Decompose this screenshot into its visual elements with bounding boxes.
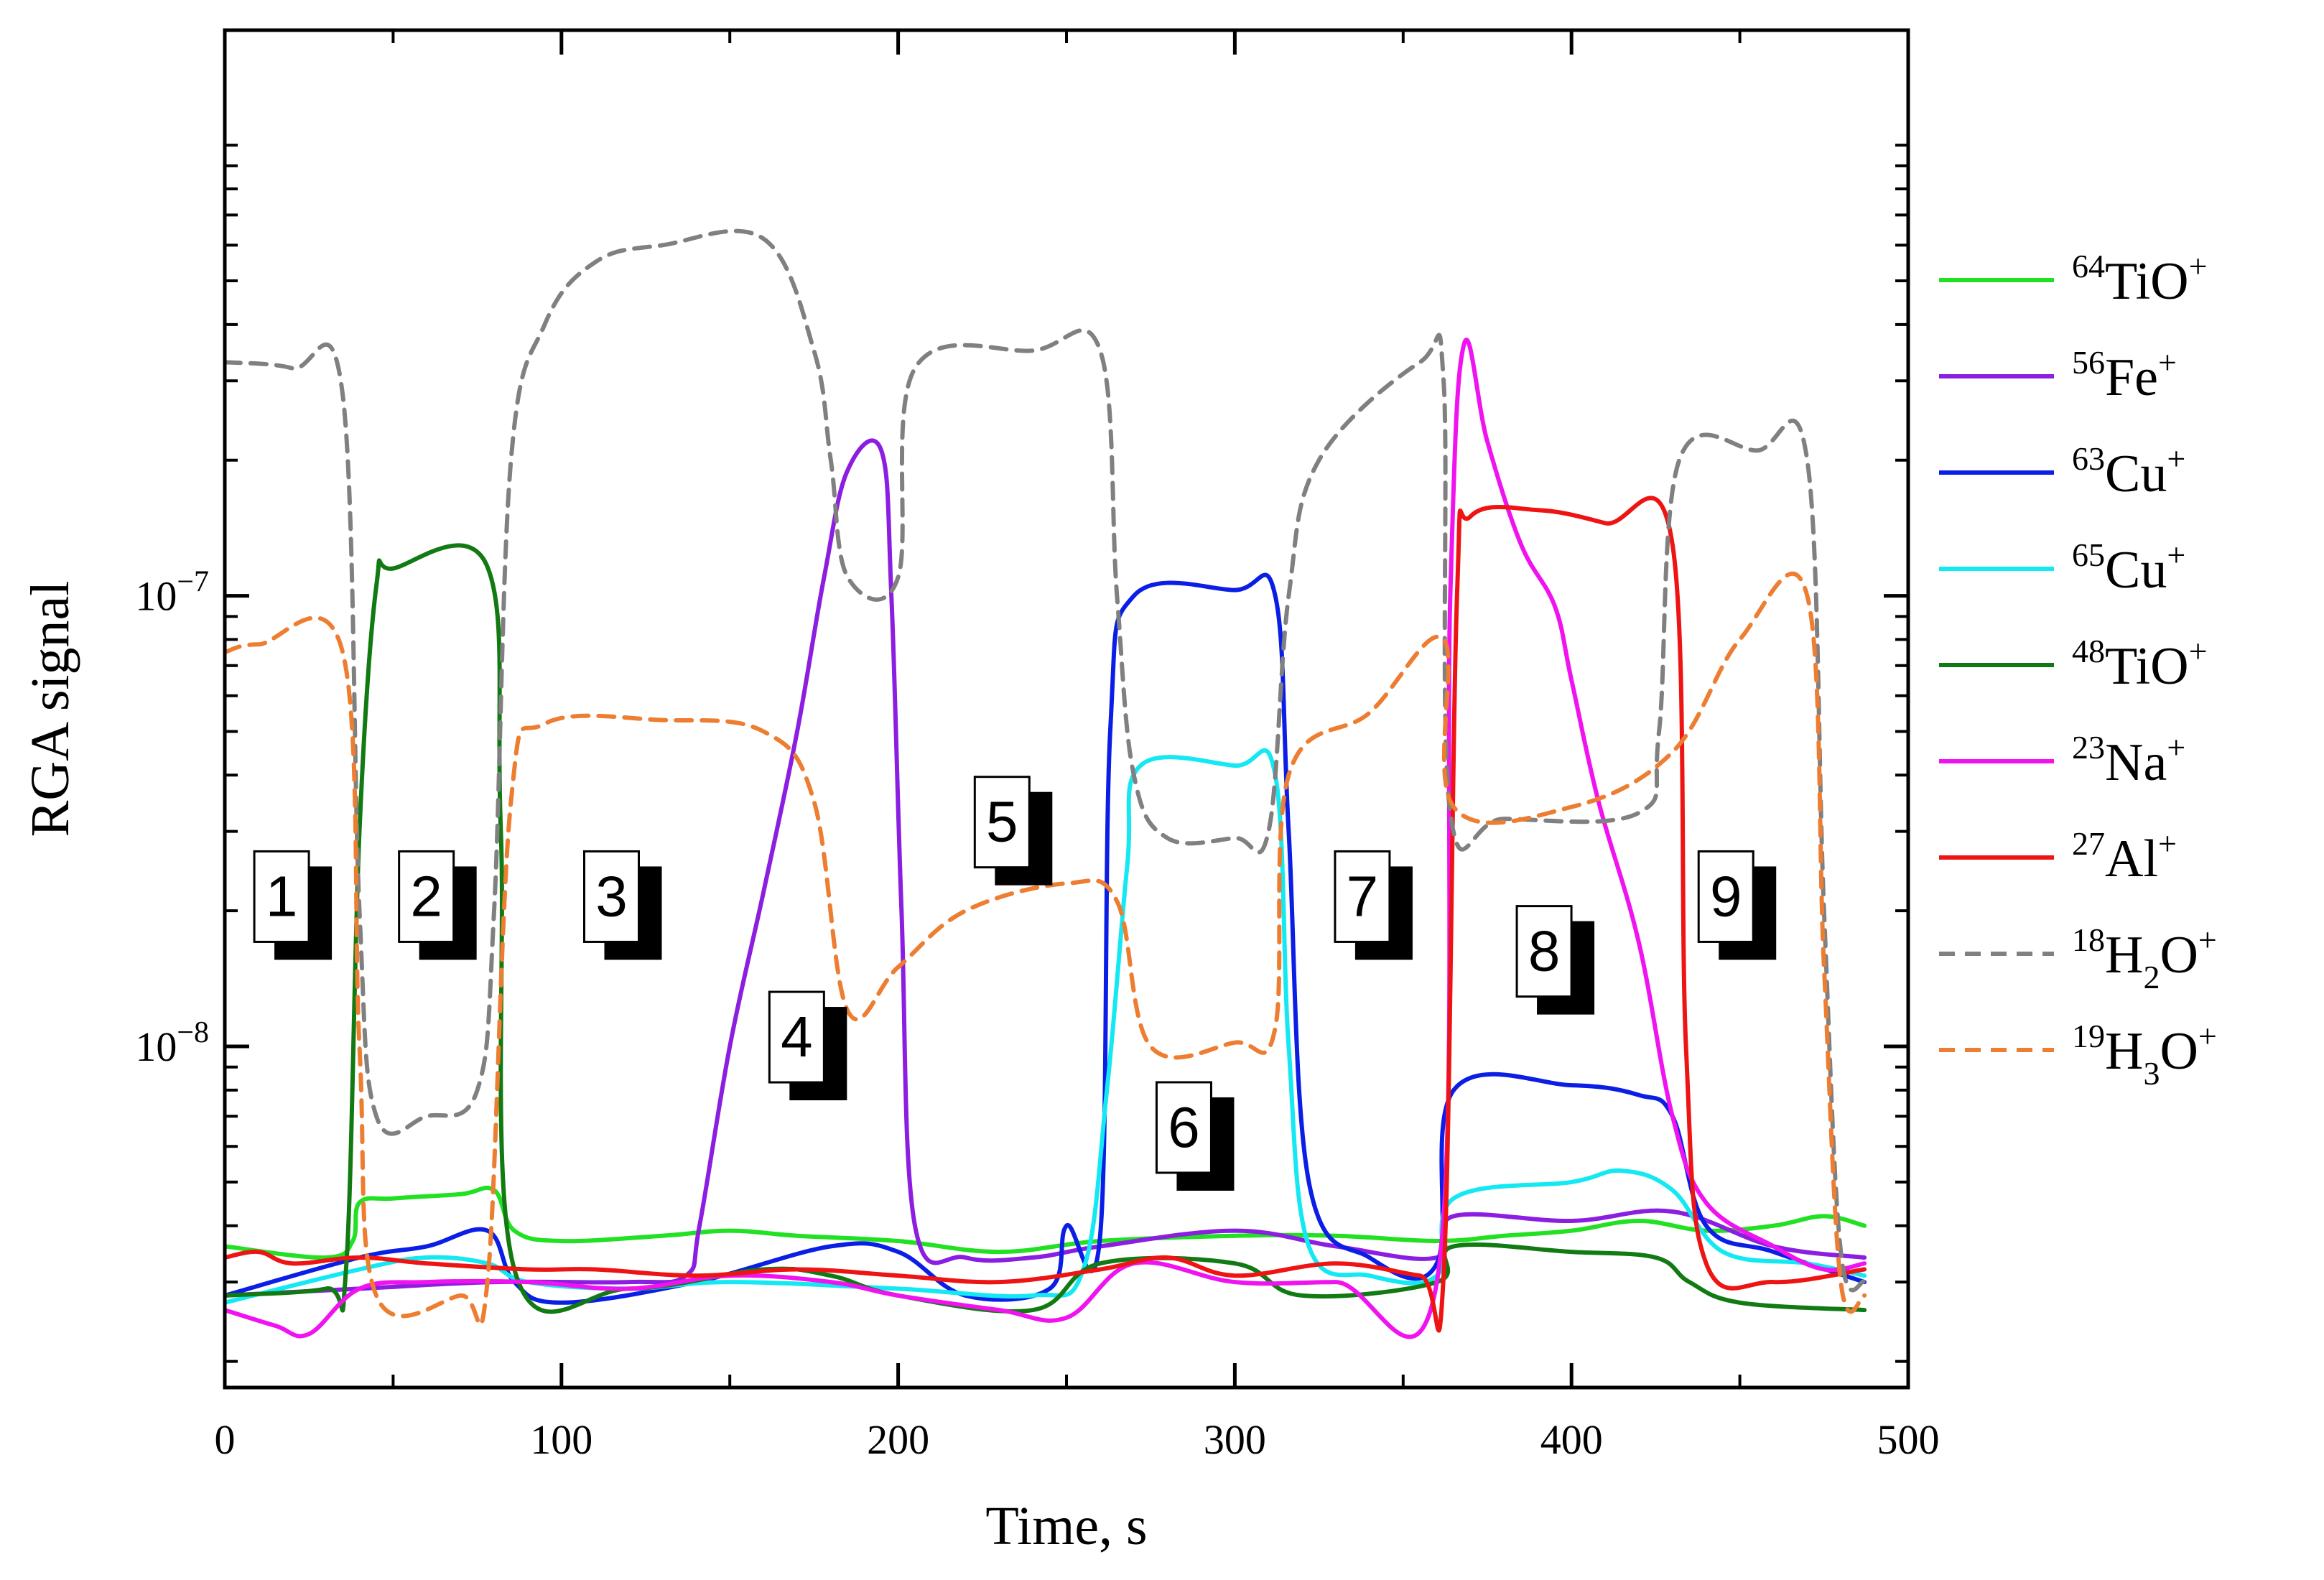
region-label-box [1697, 850, 1754, 943]
legend-label: 23Na+ [2072, 729, 2185, 792]
legend-label: 64TiO+ [2072, 248, 2208, 311]
x-tick-label: 0 [215, 1416, 236, 1463]
y-tick-label: 10−7 [135, 566, 209, 620]
region-label-3: 3 [582, 850, 662, 960]
legend-entry: 27Al+ [1939, 825, 2177, 888]
legend-entry: 56Fe+ [1939, 344, 2177, 407]
series-line-27Al+ [225, 496, 1867, 1333]
legend-entry: 48TiO+ [1939, 633, 2208, 696]
legend-entry: 19H3O+ [1939, 1018, 2217, 1092]
region-label-box [398, 850, 455, 943]
x-tick-label: 500 [1877, 1416, 1940, 1463]
region-label-2: 2 [398, 850, 477, 960]
x-tick-label: 300 [1204, 1416, 1266, 1463]
region-label-text: 7 [1347, 864, 1379, 928]
y-axis-title: RGA signal [20, 581, 80, 837]
region-label-1: 1 [253, 850, 333, 960]
legend-entry: 18H2O+ [1939, 921, 2217, 995]
legend-entry: 64TiO+ [1939, 248, 2208, 311]
region-label-text: 8 [1528, 919, 1561, 983]
region-label-6: 6 [1155, 1081, 1235, 1191]
region-label-box [973, 776, 1031, 869]
legend-entry: 65Cu+ [1939, 536, 2185, 600]
legend-label: 18H2O+ [2072, 921, 2217, 995]
legend: 64TiO+ 56Fe+ 63Cu+ 65Cu+ 48TiO+ 23Na+ 27Al+ 18H… [1939, 248, 2217, 1092]
region-label-8: 8 [1515, 905, 1595, 1015]
region-label-text: 4 [781, 1005, 813, 1069]
series-line-18H2O+ [225, 228, 1867, 1293]
region-label-box [1334, 850, 1391, 943]
legend-label: 19H3O+ [2072, 1018, 2217, 1092]
series-lines [225, 228, 1867, 1339]
region-label-text: 3 [595, 864, 628, 928]
region-label-box [1155, 1081, 1212, 1174]
region-label-text: 5 [986, 790, 1018, 854]
legend-entry: 63Cu+ [1939, 440, 2185, 503]
region-label-box [1515, 905, 1573, 998]
region-label-text: 1 [266, 864, 298, 928]
series-line-19H3O+ [225, 571, 1867, 1327]
series-line-64TiO+ [225, 1185, 1867, 1260]
axis-ticks [223, 30, 1910, 1388]
region-label-4: 4 [768, 990, 847, 1101]
legend-entry: 23Na+ [1939, 729, 2185, 792]
legend-label: 63Cu+ [2072, 440, 2185, 503]
legend-label: 27Al+ [2072, 825, 2177, 888]
region-label-5: 5 [973, 776, 1053, 886]
y-tick-label: 10−8 [135, 1016, 209, 1070]
legend-label: 48TiO+ [2072, 633, 2208, 696]
region-labels: 1 2 3 4 5 6 7 8 9 [253, 776, 1777, 1191]
region-label-box [768, 990, 825, 1084]
region-label-text: 9 [1710, 864, 1742, 928]
plot-frame [223, 28, 1910, 1390]
x-tick-label: 400 [1540, 1416, 1603, 1463]
region-label-text: 2 [410, 864, 442, 928]
legend-label: 56Fe+ [2072, 344, 2177, 407]
region-label-7: 7 [1334, 850, 1413, 960]
series-line-23Na+ [225, 338, 1867, 1339]
region-label-text: 6 [1168, 1095, 1200, 1159]
x-tick-label: 100 [530, 1416, 592, 1463]
region-label-9: 9 [1697, 850, 1777, 960]
region-label-box [582, 850, 640, 943]
series-line-63Cu+ [225, 572, 1867, 1305]
tick-labels: 0 100 200 300 400 500 10−8 10−7 [135, 566, 1939, 1463]
x-tick-label: 200 [867, 1416, 929, 1463]
x-axis-title: Time, s [985, 1496, 1147, 1556]
legend-label: 65Cu+ [2072, 536, 2185, 600]
region-label-box [253, 850, 310, 943]
